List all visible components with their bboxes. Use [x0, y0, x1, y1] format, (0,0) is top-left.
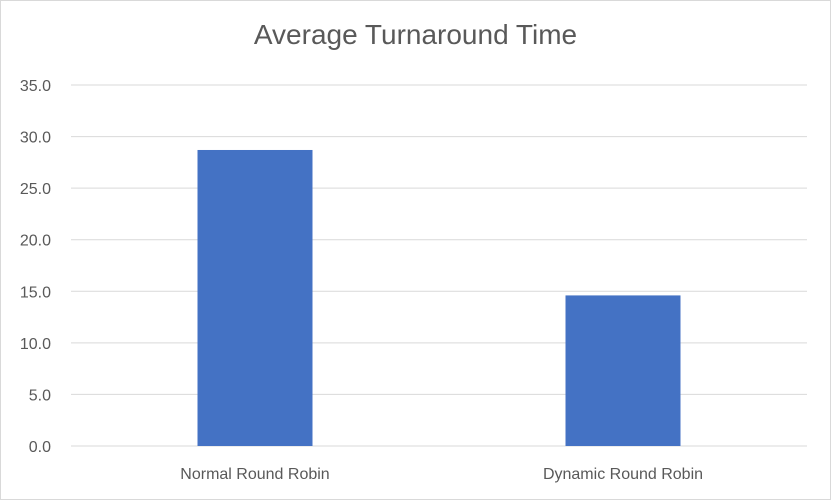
x-category-label: Normal Round Robin [180, 466, 329, 483]
y-tick-label: 10.0 [20, 336, 51, 353]
chart-title: Average Turnaround Time [253, 19, 578, 50]
bar-normal-round-robin [197, 149, 313, 447]
y-tick-label: 15.0 [20, 284, 51, 301]
y-tick-label: 30.0 [20, 130, 51, 147]
y-tick-label: 25.0 [20, 181, 51, 198]
y-tick-label: 20.0 [20, 233, 51, 250]
bar-dynamic-round-robin [565, 295, 681, 446]
y-tick-label: 0.0 [29, 439, 51, 456]
y-tick-label: 5.0 [29, 387, 51, 404]
y-tick-label: 35.0 [20, 78, 51, 95]
x-category-label: Dynamic Round Robin [543, 466, 703, 483]
